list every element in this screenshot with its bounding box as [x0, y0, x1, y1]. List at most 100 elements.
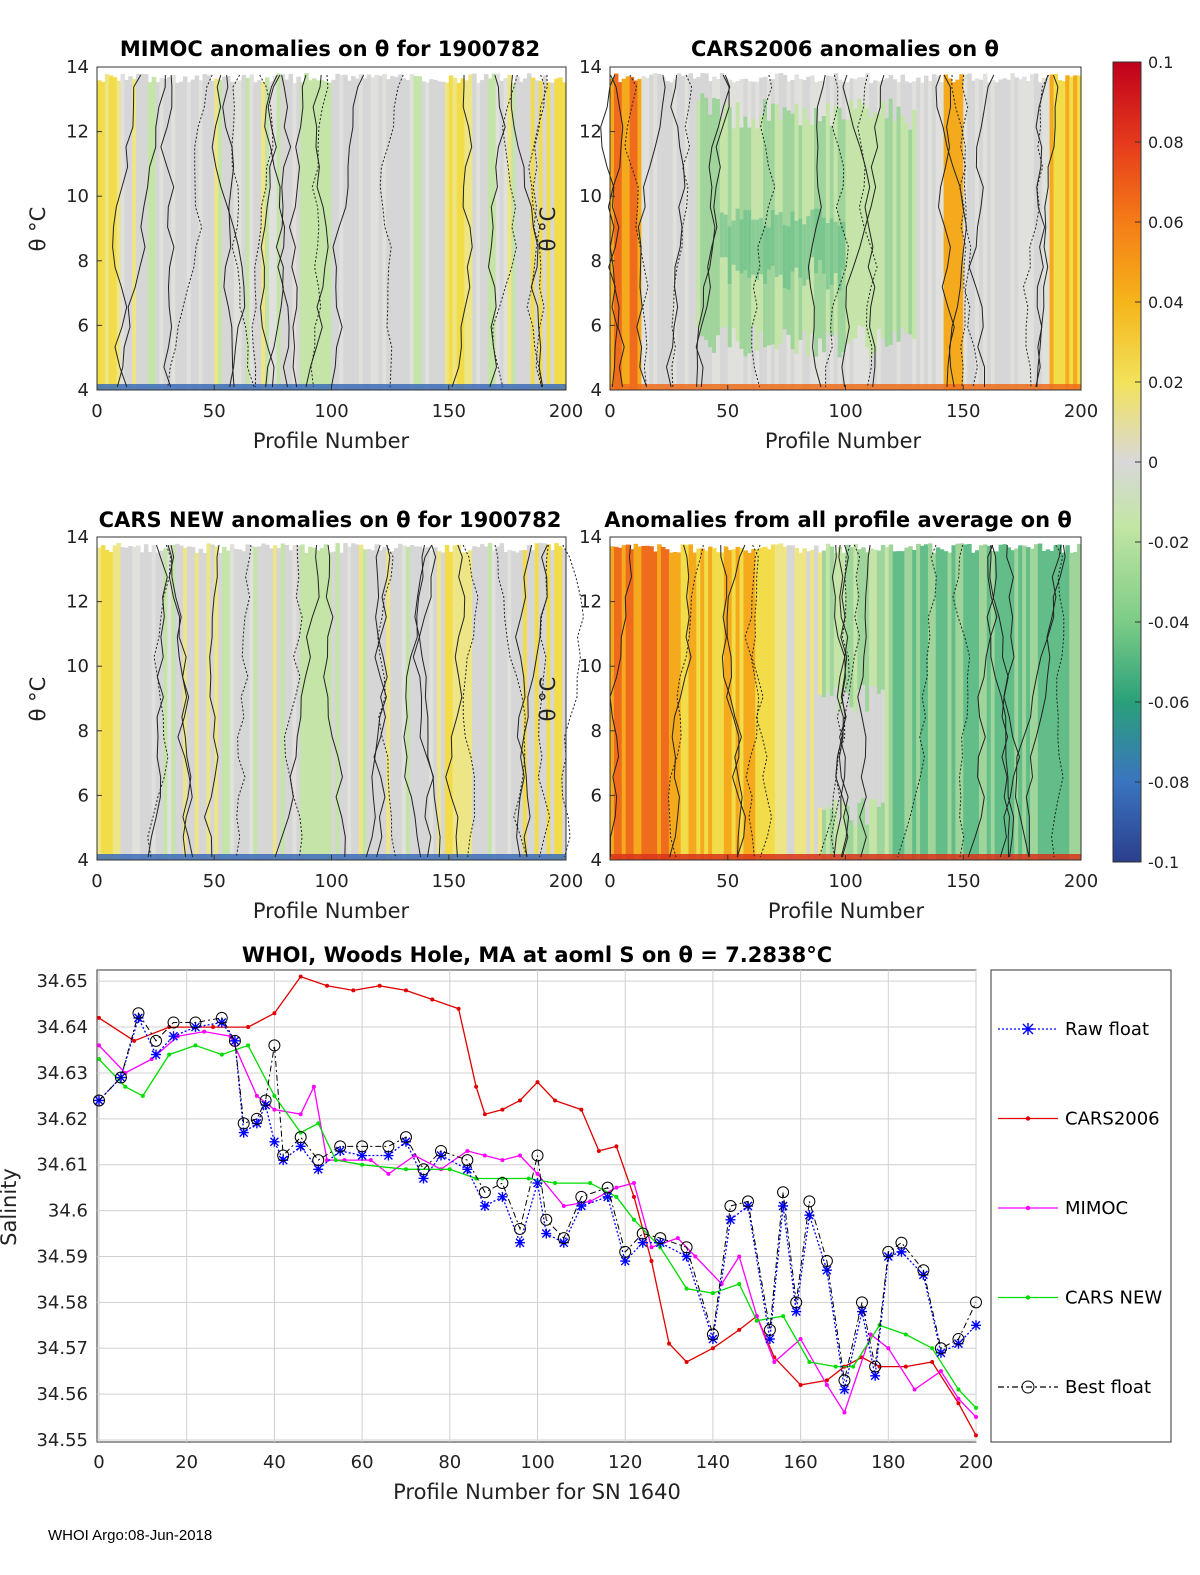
- data-point: [462, 1164, 473, 1175]
- data-point: [316, 1121, 321, 1126]
- data-point: [298, 1112, 303, 1117]
- data-point: [620, 1256, 631, 1267]
- legend-item: CARS2006: [998, 1109, 1160, 1130]
- data-point: [250, 1112, 263, 1125]
- data-point: [737, 1282, 742, 1286]
- data-point: [710, 1346, 715, 1351]
- data-point: [237, 1117, 250, 1130]
- data-point: [956, 1387, 961, 1392]
- data-point: [974, 1415, 978, 1420]
- series-cars2006: [97, 974, 978, 1438]
- y-tick-label: 6: [591, 785, 602, 806]
- data-point: [219, 1052, 224, 1057]
- x-tick-label: 150: [946, 871, 980, 892]
- data-point: [254, 1093, 259, 1098]
- data-point: [649, 1259, 654, 1264]
- data-point: [935, 1347, 946, 1358]
- x-tick-label: 150: [432, 401, 466, 422]
- data-point: [781, 1314, 786, 1319]
- data-point: [246, 1043, 251, 1048]
- data-point: [325, 983, 330, 988]
- data-point: [684, 1286, 689, 1291]
- data-point: [334, 1140, 347, 1153]
- data-point: [681, 1251, 692, 1262]
- data-point: [517, 1098, 522, 1103]
- data-point: [764, 1334, 775, 1345]
- data-point: [974, 1405, 978, 1410]
- series-best-float: [93, 1007, 982, 1387]
- data-point: [228, 1034, 241, 1047]
- data-point: [132, 1038, 137, 1043]
- y-tick-label: 34.57: [36, 1338, 88, 1359]
- data-point: [833, 1364, 838, 1369]
- y-tick-label: 4: [591, 380, 602, 401]
- data-point: [211, 1025, 216, 1030]
- x-tick-label: 80: [438, 1452, 461, 1473]
- data-point: [193, 1043, 198, 1048]
- heatmap-panel-all-profile-average: Anomalies from all profile average on θ …: [536, 508, 1098, 923]
- panel-title: CARS NEW anomalies on θ for 1900782: [99, 508, 562, 532]
- data-point: [938, 1369, 943, 1374]
- colorbar-tick-label: 0.08: [1148, 133, 1184, 152]
- data-point: [357, 1150, 368, 1161]
- x-tick-label: 120: [608, 1452, 642, 1473]
- data-point: [216, 1017, 227, 1028]
- x-tick-label: 200: [959, 1452, 993, 1473]
- data-point: [482, 1112, 487, 1117]
- data-point: [956, 1396, 961, 1401]
- x-tick-label: 0: [91, 871, 102, 892]
- y-tick-label: 4: [78, 380, 89, 401]
- data-point: [912, 1387, 917, 1392]
- data-point: [133, 1012, 144, 1023]
- data-point: [917, 1264, 930, 1277]
- data-point: [269, 1136, 280, 1147]
- data-point: [754, 1318, 759, 1323]
- grid: [97, 970, 977, 1442]
- y-axis-label: θ °C: [26, 207, 50, 252]
- data-point: [798, 1337, 803, 1342]
- data-point: [382, 1140, 395, 1153]
- data-point: [447, 1167, 452, 1172]
- y-tick-label: 10: [579, 186, 602, 207]
- data-point: [614, 1144, 619, 1149]
- legend-item: Raw float: [998, 1019, 1149, 1040]
- x-tick-label: 100: [314, 871, 348, 892]
- data-point: [229, 1035, 240, 1046]
- colorbar-tick-label: 0.1: [1148, 53, 1173, 72]
- data-point: [497, 1191, 508, 1202]
- data-point: [953, 1338, 964, 1349]
- data-point: [725, 1214, 736, 1225]
- y-tick-label: 34.55: [36, 1430, 88, 1451]
- y-tick-label: 12: [579, 122, 602, 143]
- data-point: [579, 1107, 584, 1112]
- x-tick-label: 60: [351, 1452, 374, 1473]
- data-point: [456, 1006, 461, 1011]
- data-point: [798, 1382, 803, 1387]
- data-point: [824, 1382, 829, 1387]
- data-point: [461, 1154, 474, 1167]
- y-tick-label: 10: [66, 656, 89, 677]
- x-tick-label: 150: [432, 871, 466, 892]
- data-point: [202, 1029, 207, 1034]
- footer-credit: WHOI Argo:08-Jun-2018: [48, 1527, 213, 1544]
- colorbar: 0.1 0.08 0.06 0.04 0.02 0 -0.02 -0.04 -0.06 -0.08…: [1112, 53, 1189, 872]
- y-axis-label: Salinity: [0, 1168, 21, 1246]
- data-point: [741, 1195, 754, 1208]
- y-tick-label: 8: [78, 251, 89, 272]
- y-axis-label: θ °C: [536, 677, 560, 722]
- data-point: [526, 1176, 531, 1181]
- data-point: [479, 1201, 490, 1211]
- data-point: [368, 1158, 373, 1163]
- colorbar-tick-label: -0.1: [1148, 853, 1179, 872]
- plot-area: [96, 969, 977, 1443]
- legend-item: Best float: [998, 1377, 1151, 1398]
- legend-box: [990, 969, 1172, 1443]
- data-point: [737, 1327, 742, 1332]
- data-point: [821, 1265, 832, 1276]
- data-point: [636, 1227, 649, 1240]
- data-point: [496, 1177, 509, 1190]
- data-point: [883, 1251, 894, 1262]
- data-point: [140, 1093, 145, 1098]
- data-point: [903, 1332, 908, 1337]
- x-tick-label: 180: [871, 1452, 905, 1473]
